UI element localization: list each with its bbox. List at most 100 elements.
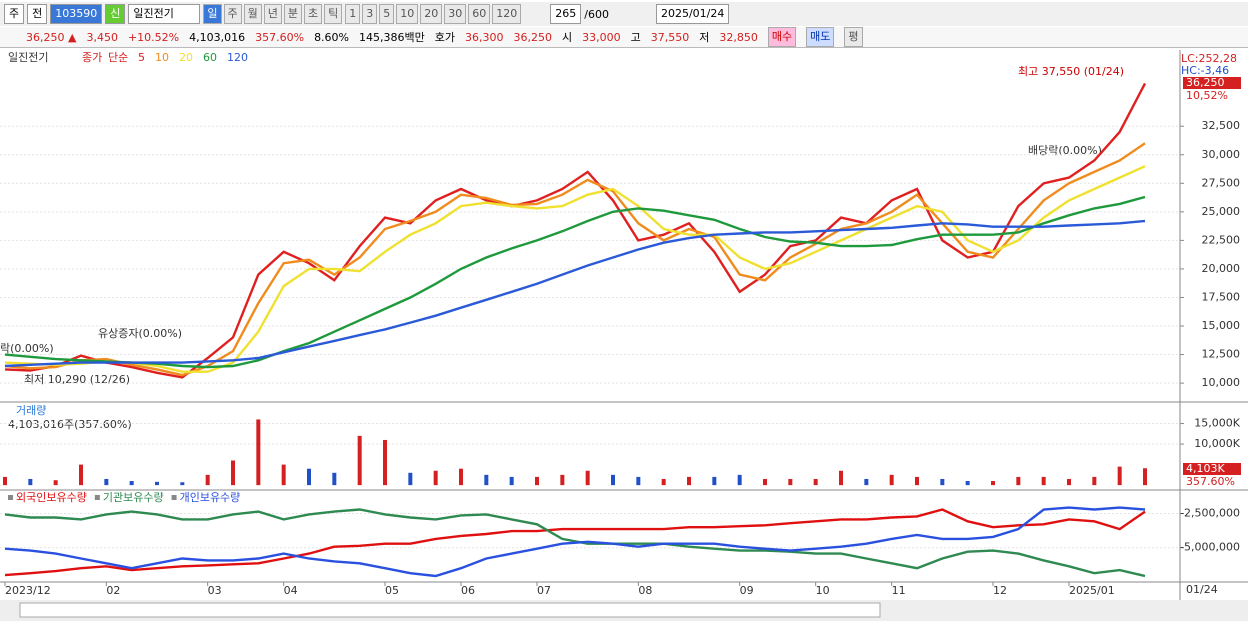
x-tick-label: 12 <box>993 584 1007 597</box>
volume-bar <box>687 476 691 486</box>
mode[interactable]: 전 <box>27 4 48 24</box>
label: 고 <box>630 31 641 44</box>
y-tick-label: 22,500 <box>1202 233 1241 246</box>
legend-entry: 개인보유수량 <box>180 491 241 504</box>
date[interactable]: 2025/01/24 <box>655 4 730 24</box>
legend-entry: 20 <box>179 51 193 64</box>
period-button[interactable]: 초 <box>304 4 323 24</box>
volume-bar <box>636 476 641 486</box>
y-tick-label: 15,000K <box>1194 417 1240 430</box>
volume-bar <box>864 478 869 486</box>
volume-bar <box>991 481 995 486</box>
interval-button[interactable]: 120 <box>492 4 522 24</box>
series-line <box>4 508 1146 577</box>
interval-button[interactable]: 20 <box>420 4 443 24</box>
market[interactable]: 주 <box>4 4 25 24</box>
volume-bar <box>661 478 666 486</box>
y-tick-label: 27,500 <box>1202 176 1241 189</box>
side-label: LC:252,28 <box>1181 52 1237 65</box>
volume-bar <box>712 476 717 486</box>
volume-bar <box>205 474 210 486</box>
side-label: 4,103K <box>1186 462 1225 475</box>
volume-bar <box>357 435 362 486</box>
sell-button[interactable]: 매도 <box>806 27 835 47</box>
x-tick-label: 04 <box>284 584 298 597</box>
label: 호가 <box>434 31 455 44</box>
interval-button[interactable]: 3 <box>362 4 378 24</box>
panel-title: 거래량 <box>16 404 46 417</box>
background <box>0 50 1248 621</box>
legend-price: 종가 <box>82 51 102 64</box>
x-tick-label: 09 <box>740 584 754 597</box>
change: 3,450 <box>86 30 118 44</box>
x-tick-label: 2023/12 <box>5 584 51 597</box>
open: 33,000 <box>582 30 621 44</box>
volume-bar <box>104 478 109 486</box>
side-label: 36,250 <box>1186 76 1225 89</box>
interval-button[interactable]: 5 <box>379 4 395 24</box>
buy-button[interactable]: 매수 <box>767 27 797 47</box>
panel-subtitle: 4,103,016주(357.60%) <box>8 418 132 431</box>
count[interactable]: 265 <box>550 4 582 24</box>
volume-bar <box>180 482 185 486</box>
last-date: 01/24 <box>1186 583 1218 596</box>
volume-bar <box>1016 476 1021 486</box>
chart: 일진전기 종가 단순 최고 37,550 (01/24) 배당락(0.00%) … <box>0 50 1248 621</box>
interval-button[interactable]: 1 <box>345 4 361 24</box>
count-max: /600 <box>584 7 609 21</box>
y-tick-label: 30,000 <box>1202 148 1241 161</box>
volume-bar <box>281 464 286 486</box>
legend-entry: 외국인보유수량 <box>16 491 87 504</box>
side-label: 10,52% <box>1186 89 1228 102</box>
stock-name[interactable]: 일진전기 <box>128 4 201 24</box>
volume-bar <box>155 481 159 486</box>
period-button[interactable]: 년 <box>263 4 282 24</box>
series-line <box>4 195 1146 369</box>
avg-button[interactable]: 평 <box>844 27 863 47</box>
volume-bar <box>763 478 767 486</box>
annotation: 최고 37,550 (01/24) <box>1018 65 1124 78</box>
amount: 145,386백만 <box>359 31 425 44</box>
period-button[interactable]: 월 <box>243 4 262 24</box>
volume-bar <box>53 480 58 486</box>
legend-swatch <box>171 495 177 500</box>
period-button[interactable]: 일 <box>203 4 222 24</box>
badge: 신 <box>105 4 126 24</box>
volume-bar <box>1067 478 1071 486</box>
x-tick-label: 07 <box>537 584 551 597</box>
volume-bar <box>737 474 742 486</box>
period-button[interactable]: 분 <box>283 4 302 24</box>
interval-button[interactable]: 10 <box>396 4 419 24</box>
legend-entry: 기관보유수량 <box>103 491 164 504</box>
volume-bar <box>560 474 565 486</box>
volume-bar <box>788 478 793 486</box>
code[interactable]: 103590 <box>50 4 103 24</box>
period-button[interactable]: 주 <box>223 4 242 24</box>
interval-button[interactable]: 30 <box>444 4 467 24</box>
period-button[interactable]: 틱 <box>324 4 343 24</box>
x-tick-label: 08 <box>638 584 652 597</box>
y-tick-label: 10,000 <box>1202 376 1241 389</box>
turnover: 8.60% <box>314 30 350 44</box>
scroll-thumb[interactable] <box>19 602 881 618</box>
volume-bar <box>408 472 413 486</box>
price-tag <box>1183 77 1241 89</box>
volume-bar <box>509 476 514 486</box>
side-label: 357.60% <box>1186 475 1235 488</box>
series-line <box>4 165 1146 373</box>
volume-bar <box>1143 468 1147 486</box>
legend-entry: 60 <box>203 51 217 64</box>
volume: 4,103,016 <box>189 30 246 44</box>
legend-entry: 120 <box>227 51 248 64</box>
volume-bar <box>535 476 539 486</box>
label: 시 <box>562 31 573 44</box>
volume-bar <box>965 481 970 486</box>
volume-bar <box>1117 466 1122 486</box>
low: 32,850 <box>719 30 758 44</box>
x-tick-label: 11 <box>892 584 906 597</box>
volume-bar <box>915 476 919 486</box>
x-tick-label: 10 <box>816 584 830 597</box>
interval-button[interactable]: 60 <box>468 4 491 24</box>
